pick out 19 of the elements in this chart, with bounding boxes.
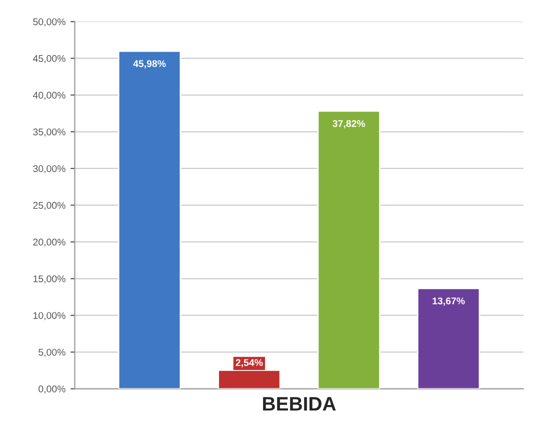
- y-tick-label: 30,00%: [33, 165, 66, 174]
- y-tick-label: 15,00%: [34, 275, 66, 284]
- bar: [416, 288, 480, 389]
- bar: [118, 50, 182, 389]
- y-tick-label: 25,00%: [33, 202, 66, 210]
- data-label: 13,67%: [432, 297, 465, 306]
- data-label: 2,54%: [236, 359, 263, 368]
- y-tick-label: 45,00%: [32, 55, 66, 64]
- y-tick-label: 50,00%: [33, 18, 66, 26]
- x-axis-title: BEBIDA: [263, 397, 336, 411]
- y-tick-label: 5,00%: [38, 348, 66, 357]
- y-tick-label: 35,00%: [33, 128, 66, 137]
- data-label: 37,82%: [332, 120, 366, 128]
- y-tick-label: 0,00%: [38, 386, 66, 394]
- data-label: 45,98%: [133, 60, 166, 68]
- y-tick-label: 40,00%: [32, 92, 66, 100]
- y-tick-label: 20,00%: [33, 238, 66, 247]
- bar: [317, 110, 380, 389]
- y-tick-label: 10,00%: [34, 312, 66, 320]
